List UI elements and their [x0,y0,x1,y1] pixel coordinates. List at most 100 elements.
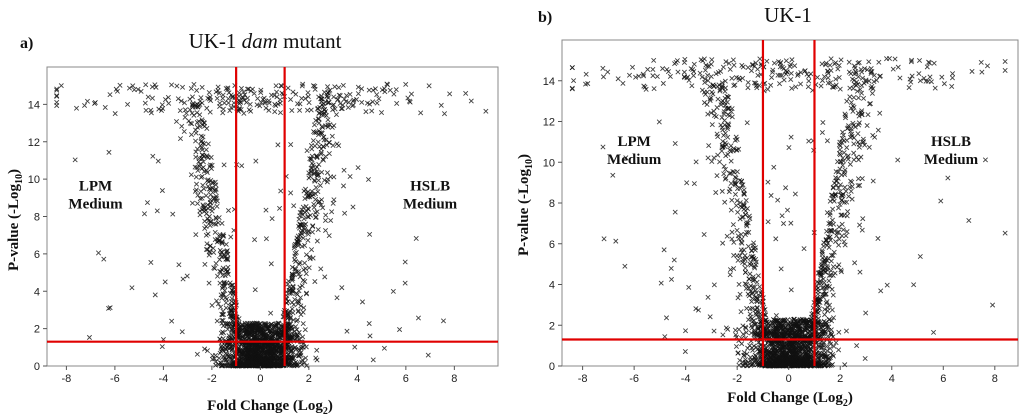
data-point [200,140,206,146]
data-point [198,95,204,101]
panel-a-title: UK-1 dam mutant [189,29,342,53]
data-point [822,265,828,271]
data-point [259,327,265,333]
data-point [874,77,880,83]
data-point [297,221,303,227]
data-point [313,355,319,361]
data-point [308,107,314,113]
data-point [218,344,224,350]
data-point [224,352,230,358]
data-point [851,63,857,69]
data-point [924,64,930,70]
data-point [305,206,311,212]
data-point [219,241,225,247]
data-point [750,274,756,280]
data-point [762,312,769,318]
data-point [786,347,792,353]
data-point [753,312,759,318]
data-point [855,74,861,80]
data-point [745,85,751,91]
data-point [742,261,748,267]
data-point [718,122,724,128]
data-point [781,221,787,227]
data-point [672,140,678,147]
data-point [907,76,913,82]
data-point [751,80,757,86]
data-point [306,265,312,271]
data-point [754,279,760,285]
data-point [367,231,373,237]
data-point [779,72,785,78]
data-point [741,363,747,369]
data-point [820,328,826,334]
data-point [824,138,830,144]
data-point [835,185,842,191]
panel-b-x-axis-label: Fold Change (Log2) [727,390,853,409]
data-point [711,282,717,288]
y-tick-label: 4 [34,286,40,298]
data-point [225,354,231,360]
data-point [301,188,307,194]
data-point [765,179,771,185]
data-point [764,347,770,353]
data-point [219,320,225,326]
data-point [826,272,832,278]
data-point [600,144,606,150]
data-point [851,141,857,147]
data-point [259,325,265,331]
data-point [317,104,323,110]
data-point [312,178,318,184]
data-point [795,71,801,77]
data-point [240,357,246,363]
data-point [262,356,268,362]
data-point [742,281,748,287]
data-point [202,346,208,352]
data-point [131,87,137,93]
data-point [332,84,338,90]
data-point [830,292,836,298]
data-point [413,235,419,241]
y-tick-label: 12 [543,117,555,129]
data-point [324,142,330,148]
data-point [754,304,760,310]
data-point [754,305,760,311]
data-point [818,270,824,276]
data-point [840,129,846,135]
data-point [824,348,830,354]
data-point [719,188,725,194]
data-point [222,283,228,289]
data-point [304,363,310,369]
data-point [376,96,382,102]
data-point [301,305,307,311]
data-point [341,167,347,173]
data-point [441,111,448,117]
data-point [199,117,205,123]
data-point [748,259,754,265]
data-point [302,260,308,266]
data-point [390,288,396,294]
data-point [836,347,842,353]
data-point [230,363,237,369]
data-point [756,348,762,354]
data-point [837,182,844,188]
data-point [615,76,621,82]
data-point [329,124,335,130]
data-point [250,86,256,92]
data-point [359,86,365,92]
data-point [296,261,302,267]
data-point [831,249,837,255]
data-point [297,260,303,266]
data-point [173,119,180,125]
data-point [828,228,835,234]
data-point [720,240,726,246]
data-point [266,348,272,354]
data-point [909,57,915,63]
data-point [226,321,232,327]
data-point [374,92,380,98]
data-point [217,234,223,240]
data-point [704,63,710,69]
data-point [194,87,200,93]
data-point [298,231,305,237]
data-point [220,92,226,98]
